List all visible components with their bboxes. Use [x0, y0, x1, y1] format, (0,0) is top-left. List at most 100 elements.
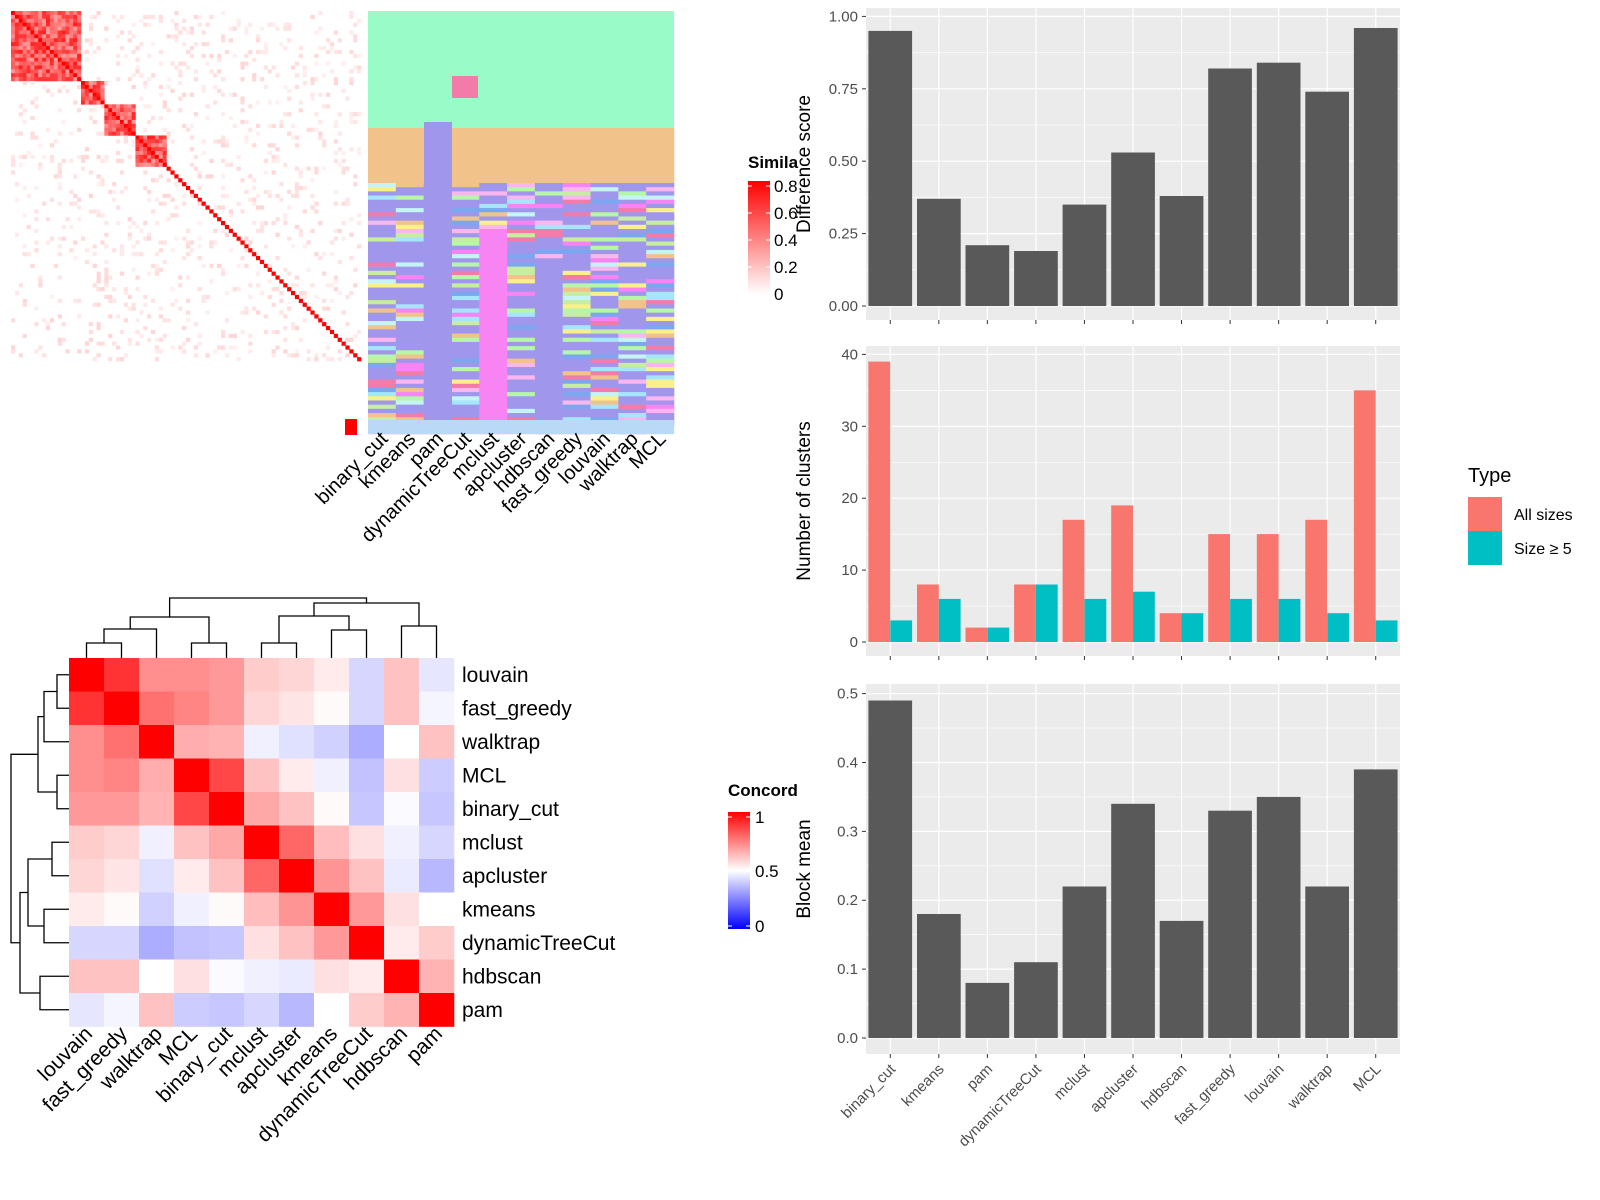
similarity-cell	[65, 30, 70, 35]
dendrogram-branch	[190, 642, 228, 658]
similarity-cell	[314, 53, 319, 58]
bar	[868, 700, 913, 1038]
similarity-cell	[248, 174, 253, 179]
similarity-cell	[34, 14, 39, 20]
similarity-cell	[275, 232, 280, 237]
concordance-cell	[69, 758, 105, 793]
membership-cell	[395, 245, 424, 251]
similarity-cell	[61, 322, 66, 327]
similarity-cell	[46, 65, 51, 70]
membership-cell	[590, 199, 619, 205]
membership-cell	[534, 358, 564, 364]
concordance-cell	[244, 758, 280, 793]
similarity-cell	[96, 182, 101, 187]
similarity-cell	[345, 294, 350, 300]
similarity-cell	[69, 49, 74, 55]
similarity-cell	[232, 287, 237, 292]
similarity-cell	[73, 42, 78, 47]
similarity-legend-label: 0	[774, 285, 783, 304]
similarity-cell	[333, 30, 338, 35]
similarity-cell	[186, 127, 191, 132]
similarity-cell	[69, 11, 74, 16]
membership-cell	[368, 275, 397, 280]
similarity-cell	[283, 217, 288, 222]
membership-cell	[368, 304, 397, 309]
similarity-cell	[353, 119, 358, 125]
similarity-cell	[322, 46, 327, 51]
similarity-cell	[345, 201, 350, 206]
similarity-cell	[259, 77, 265, 82]
similarity-cell	[34, 73, 39, 78]
similarity-cell	[244, 26, 249, 31]
similarity-cell	[287, 38, 292, 43]
similarity-cell	[186, 298, 191, 303]
membership-cell	[590, 354, 619, 359]
similarity-cell	[345, 419, 357, 435]
similarity-cell	[283, 22, 288, 27]
membership-cell	[451, 396, 480, 401]
similarity-cell	[182, 61, 187, 66]
similarity-cell	[18, 57, 23, 62]
similarity-cell	[135, 287, 140, 292]
similarity-cell	[154, 349, 160, 354]
membership-cell	[395, 333, 424, 339]
similarity-cell	[11, 73, 16, 78]
concordance-cell	[139, 758, 175, 793]
similarity-cell	[353, 333, 358, 338]
similarity-cell	[294, 73, 300, 78]
bar	[1256, 796, 1301, 1038]
similarity-cell	[57, 26, 62, 31]
similarity-cell	[81, 92, 86, 97]
similarity-cell	[333, 123, 338, 128]
similarity-cell	[57, 166, 62, 171]
dendrogram-branch	[400, 625, 438, 658]
membership-cell	[479, 183, 508, 188]
membership-cell	[479, 387, 508, 393]
similarity-cell	[151, 154, 156, 160]
concordance-cell	[314, 825, 350, 860]
membership-cell	[618, 275, 647, 280]
membership-cell	[479, 408, 508, 414]
membership-cell	[451, 404, 480, 410]
bar-size-5	[1327, 613, 1349, 642]
similarity-cell	[34, 209, 39, 214]
similarity-cell	[314, 61, 319, 66]
similarity-cell	[345, 166, 350, 171]
similarity-cell	[69, 38, 74, 43]
similarity-cell	[158, 139, 163, 144]
similarity-cell	[244, 306, 249, 311]
similarity-cell	[209, 53, 214, 58]
membership-cell	[618, 379, 647, 385]
similarity-cell	[275, 26, 280, 31]
concordance-cell	[384, 658, 420, 692]
similarity-cell	[26, 42, 31, 47]
membership-cell	[507, 291, 536, 297]
dendrogram-branch	[19, 891, 40, 994]
similarity-cell	[46, 49, 51, 55]
similarity-cell	[73, 38, 78, 43]
concordance-cell	[139, 959, 175, 994]
similarity-cell	[221, 329, 226, 335]
similarity-cell	[135, 46, 140, 51]
similarity-cell	[119, 116, 125, 121]
membership-cell	[646, 325, 675, 330]
membership-cell	[368, 203, 397, 209]
membership-cell	[590, 321, 619, 326]
membership-cell	[395, 417, 424, 422]
similarity-cell	[186, 318, 191, 323]
similarity-cell	[232, 333, 237, 338]
similarity-cell	[256, 100, 261, 105]
similarity-cell	[73, 46, 78, 51]
similarity-cell	[65, 57, 70, 62]
bar	[1062, 204, 1107, 306]
similarity-cell	[38, 18, 43, 23]
membership-cell	[395, 392, 424, 397]
similarity-cell	[127, 236, 132, 241]
similarity-cell	[197, 201, 202, 206]
similarity-cell	[77, 18, 82, 23]
similarity-cell	[84, 96, 90, 101]
membership-cell	[646, 295, 675, 301]
similarity-cell	[38, 30, 43, 35]
similarity-cell	[189, 123, 195, 128]
similarity-cell	[349, 77, 354, 82]
